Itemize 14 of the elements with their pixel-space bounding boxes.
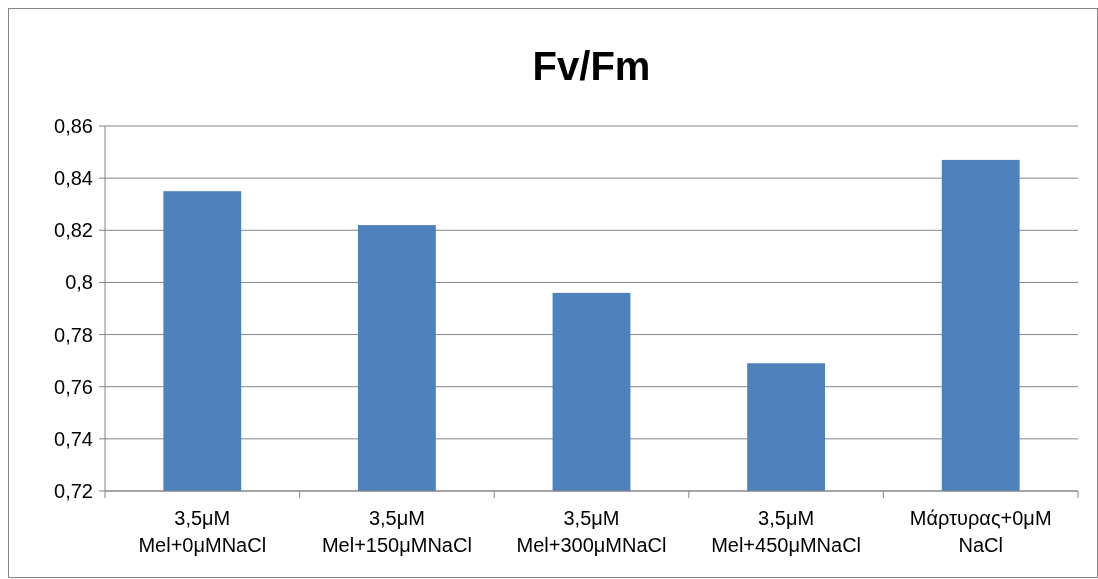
x-tick-label: 3,5μM Mel+450μMNaCl: [711, 507, 862, 556]
x-tick-label: 3,5μM Mel+0μMNaCl: [138, 507, 267, 556]
y-tick-label: 0,84: [54, 167, 93, 190]
x-tick-label: 3,5μM Mel+150μMNaCl: [321, 507, 472, 556]
chart-title: Fv/Fm: [532, 44, 651, 88]
y-tick-label: 0,76: [54, 375, 93, 398]
x-tick-label: Μάρτυρας+0μM NaCl: [909, 507, 1052, 556]
x-tick-label: 3,5μM Mel+300μMNaCl: [516, 507, 667, 556]
y-tick-label: 0,72: [54, 480, 93, 502]
y-tick-label: 0,78: [54, 323, 93, 346]
y-tick-label: 0,86: [54, 115, 93, 137]
y-tick-label: 0,82: [54, 219, 93, 242]
y-tick-label: 0,74: [54, 427, 93, 450]
y-tick-label: 0,8: [65, 271, 93, 294]
